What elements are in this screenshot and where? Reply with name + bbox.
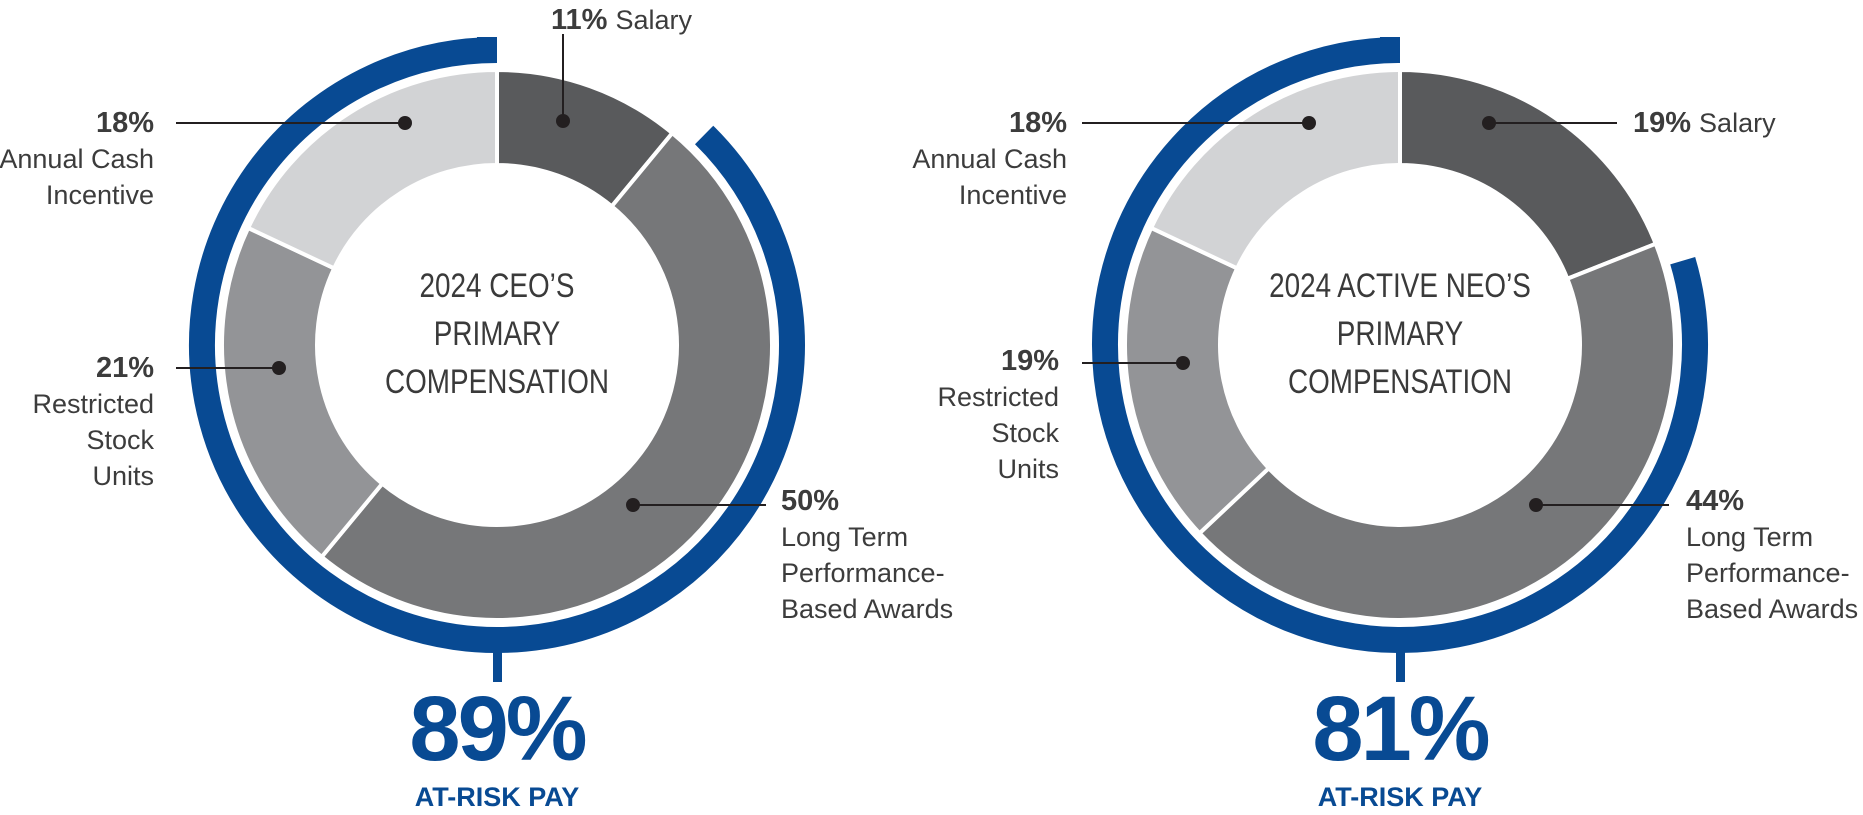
center-title-line: PRIMARY xyxy=(434,314,561,352)
neo-compensation-chart: 2024 ACTIVE NEO’S PRIMARY COMPENSATION 19% S… xyxy=(912,37,1858,812)
at-risk-label: AT-RISK PAY xyxy=(415,782,580,812)
label-annual-cash-incentive-line: Incentive xyxy=(46,180,154,210)
label-restricted-stock-units-line: Restricted xyxy=(32,389,154,419)
label-salary-value: 19% xyxy=(1633,107,1691,139)
label-annual-cash-incentive-line: Annual Cash xyxy=(0,144,154,174)
label-annual-cash-incentive-line: Annual Cash xyxy=(912,144,1067,174)
at-risk-label: AT-RISK PAY xyxy=(1318,782,1483,812)
at-risk-arc xyxy=(1092,37,1709,653)
label-restricted-stock-units-line: Units xyxy=(997,454,1059,484)
center-title-line: COMPENSATION xyxy=(1288,362,1512,400)
at-risk-arc-cap xyxy=(1380,37,1400,63)
label-salary-text: 11% Salary xyxy=(551,4,692,36)
label-restricted-stock-units-value: 19% xyxy=(1001,345,1059,377)
label-long-term-performance-value: 44% xyxy=(1686,485,1744,517)
label-long-term-performance-line: Performance- xyxy=(1686,558,1850,588)
donut-segment-restricted-stock-units xyxy=(220,225,386,560)
at-risk-percent: 89% xyxy=(409,678,585,780)
at-risk-arc xyxy=(189,37,805,653)
label-annual-cash-incentive-line: Incentive xyxy=(959,180,1067,210)
center-title-line: COMPENSATION xyxy=(385,362,609,400)
donut-segment-long-term-performance xyxy=(1196,241,1677,622)
label-restricted-stock-units-line: Units xyxy=(92,461,154,491)
at-risk-percent: 81% xyxy=(1312,678,1488,780)
donut-segment-annual-cash-incentive xyxy=(1148,67,1402,272)
label-restricted-stock-units-line: Restricted xyxy=(937,382,1059,412)
label-restricted-stock-units-value: 21% xyxy=(96,352,154,384)
ceo-compensation-chart: 2024 CEO’S PRIMARY COMPENSATION 11% Salary 50… xyxy=(0,4,953,812)
label-salary-name: Salary xyxy=(615,5,692,35)
label-long-term-performance-value: 50% xyxy=(781,485,839,517)
label-restricted-stock-units-line: Stock xyxy=(86,425,154,455)
label-long-term-performance-line: Based Awards xyxy=(1686,594,1858,624)
label-annual-cash-incentive-value: 18% xyxy=(1009,107,1067,139)
center-title-line: 2024 CEO’S xyxy=(420,266,575,304)
label-salary-text: 19% Salary xyxy=(1633,107,1776,139)
donut-segment-salary xyxy=(1398,67,1659,282)
label-salary-value: 11% xyxy=(551,4,608,36)
label-salary-name: Salary xyxy=(1699,108,1776,138)
label-restricted-stock-units-line: Stock xyxy=(991,418,1059,448)
center-title-line: PRIMARY xyxy=(1337,314,1464,352)
label-annual-cash-incentive-value: 18% xyxy=(96,107,154,139)
label-long-term-performance-line: Performance- xyxy=(781,558,945,588)
donut-segment-long-term-performance xyxy=(318,130,774,622)
donut-segment-annual-cash-incentive xyxy=(245,67,499,272)
at-risk-stem xyxy=(493,640,502,682)
label-long-term-performance-line: Long Term xyxy=(781,522,908,552)
label-long-term-performance-line: Long Term xyxy=(1686,522,1813,552)
center-title-line: 2024 ACTIVE NEO’S xyxy=(1269,266,1531,304)
label-long-term-performance-line: Based Awards xyxy=(781,594,953,624)
at-risk-arc-cap xyxy=(477,37,497,63)
at-risk-stem xyxy=(1396,640,1405,682)
